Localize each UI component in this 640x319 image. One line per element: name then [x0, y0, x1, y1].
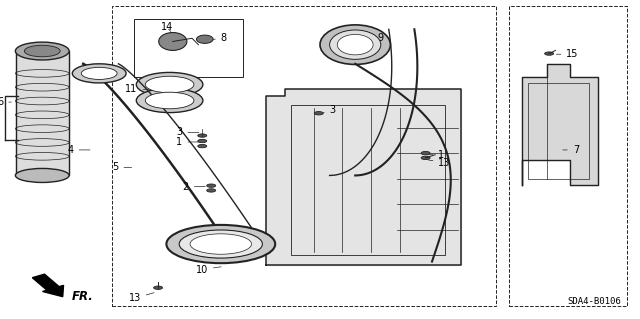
Ellipse shape	[207, 184, 216, 187]
Ellipse shape	[166, 225, 275, 263]
Bar	[528, 83, 589, 179]
Text: 6: 6	[0, 97, 12, 107]
Ellipse shape	[145, 92, 194, 109]
Text: 5: 5	[112, 162, 132, 173]
Polygon shape	[16, 51, 69, 175]
Ellipse shape	[145, 76, 194, 93]
Text: 3: 3	[319, 105, 336, 115]
Text: FR.: FR.	[72, 290, 93, 303]
Ellipse shape	[190, 234, 252, 254]
FancyArrow shape	[33, 274, 63, 297]
Text: 14: 14	[161, 22, 173, 32]
Text: 9: 9	[364, 33, 384, 43]
Ellipse shape	[72, 64, 126, 83]
Text: 4: 4	[67, 145, 90, 155]
Ellipse shape	[421, 152, 430, 155]
Text: SDA4-B0106: SDA4-B0106	[567, 297, 621, 306]
Text: 8: 8	[211, 33, 227, 43]
Ellipse shape	[154, 286, 163, 289]
Ellipse shape	[198, 139, 207, 143]
Ellipse shape	[136, 72, 203, 97]
Ellipse shape	[15, 42, 69, 60]
Ellipse shape	[159, 33, 187, 50]
Ellipse shape	[421, 156, 430, 160]
Text: 13: 13	[129, 293, 154, 303]
Bar	[112, 6, 496, 306]
Text: 2: 2	[182, 182, 205, 192]
Bar	[134, 19, 243, 77]
Ellipse shape	[330, 30, 381, 59]
Text: 3: 3	[176, 127, 199, 137]
Ellipse shape	[196, 35, 213, 43]
Ellipse shape	[320, 25, 390, 64]
Ellipse shape	[337, 34, 373, 55]
Ellipse shape	[198, 145, 207, 148]
Ellipse shape	[207, 189, 216, 192]
Ellipse shape	[314, 112, 323, 115]
Text: 13: 13	[428, 158, 451, 168]
Ellipse shape	[179, 230, 262, 258]
Polygon shape	[522, 64, 598, 185]
Ellipse shape	[545, 52, 554, 55]
Text: 1: 1	[176, 137, 199, 147]
Ellipse shape	[15, 168, 69, 182]
Ellipse shape	[198, 134, 207, 137]
Polygon shape	[266, 89, 461, 265]
Text: 7: 7	[563, 145, 579, 155]
Ellipse shape	[136, 88, 203, 113]
Text: 15: 15	[556, 49, 579, 59]
Bar	[291, 105, 445, 255]
Ellipse shape	[81, 67, 117, 79]
Text: 10: 10	[196, 264, 221, 275]
Text: 11: 11	[125, 84, 154, 94]
Text: 1: 1	[428, 150, 445, 160]
Bar	[509, 6, 627, 306]
Ellipse shape	[24, 45, 60, 57]
